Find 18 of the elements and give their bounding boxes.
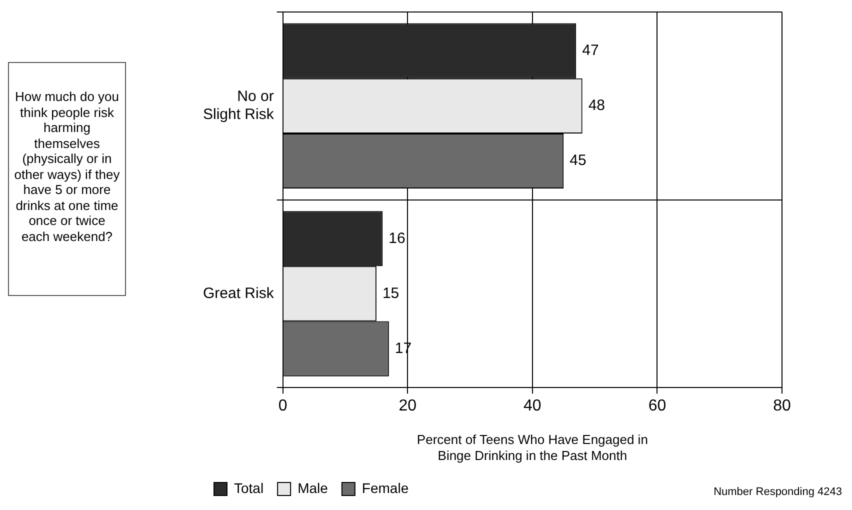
x-tick-label: 40	[524, 398, 542, 415]
text: How much do you think people risk harming themselves (physically or in other ways) if they have 5 or more drinks at one time once or twice each weekend?	[14, 89, 120, 244]
data-label: 45	[570, 152, 586, 170]
x-axis-title: Percent of Teens Who Have Engaged in Binge Drinking in the Past Month	[416, 432, 648, 463]
x-tick-label: 80	[773, 398, 791, 415]
x-tick-label: 20	[398, 398, 417, 415]
data-label: 48	[588, 97, 606, 114]
y-tick-label: Great Risk	[202, 284, 274, 302]
data-label: 16	[388, 230, 406, 247]
x-tick-label: 0	[278, 398, 288, 415]
text: Number Responding 4243	[714, 486, 842, 498]
data-label: 47	[582, 42, 599, 59]
x-tick-label: 60	[648, 398, 666, 415]
legend-label: Total	[234, 480, 264, 496]
data-label: 15	[382, 284, 400, 302]
legend-label: Male	[298, 480, 328, 496]
y-tick-label: No or Slight Risk	[202, 88, 274, 124]
legend-label: Female	[362, 480, 409, 496]
